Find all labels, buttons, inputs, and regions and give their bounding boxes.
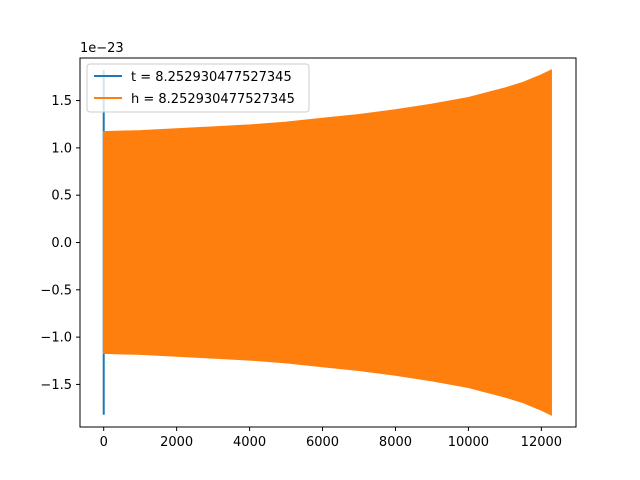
- y-tick-label: 0.0: [51, 236, 72, 251]
- x-tick-label: 2000: [160, 435, 193, 450]
- legend-label-h: h = 8.252930477527345: [131, 92, 295, 107]
- y-axis: −1.5 −1.0 −0.5 0.0 0.5 1.0 1.5: [40, 94, 80, 393]
- y-tick-label: 1.0: [51, 141, 72, 156]
- x-tick-label: 10000: [448, 435, 489, 450]
- series-layer: [102, 69, 552, 416]
- y-tick-label: −1.5: [40, 378, 72, 393]
- legend-box: [86, 63, 310, 113]
- y-tick-label: −0.5: [40, 283, 72, 298]
- x-axis: 0 2000 4000 6000 8000 10000 12000: [100, 427, 562, 450]
- x-tick-label: 8000: [379, 435, 412, 450]
- y-tick-label: −1.0: [40, 331, 72, 346]
- legend: t = 8.252930477527345 h = 8.252930477527…: [86, 63, 310, 113]
- y-tick-label: 0.5: [51, 189, 72, 204]
- x-tick-label: 0: [100, 435, 108, 450]
- legend-label-t: t = 8.252930477527345: [131, 70, 292, 85]
- y-tick-label: 1.5: [51, 94, 72, 109]
- x-tick-label: 4000: [233, 435, 266, 450]
- x-tick-label: 6000: [306, 435, 339, 450]
- y-offset-label: 1e−23: [80, 41, 124, 56]
- x-tick-label: 12000: [521, 435, 562, 450]
- series-h-band: [102, 69, 552, 416]
